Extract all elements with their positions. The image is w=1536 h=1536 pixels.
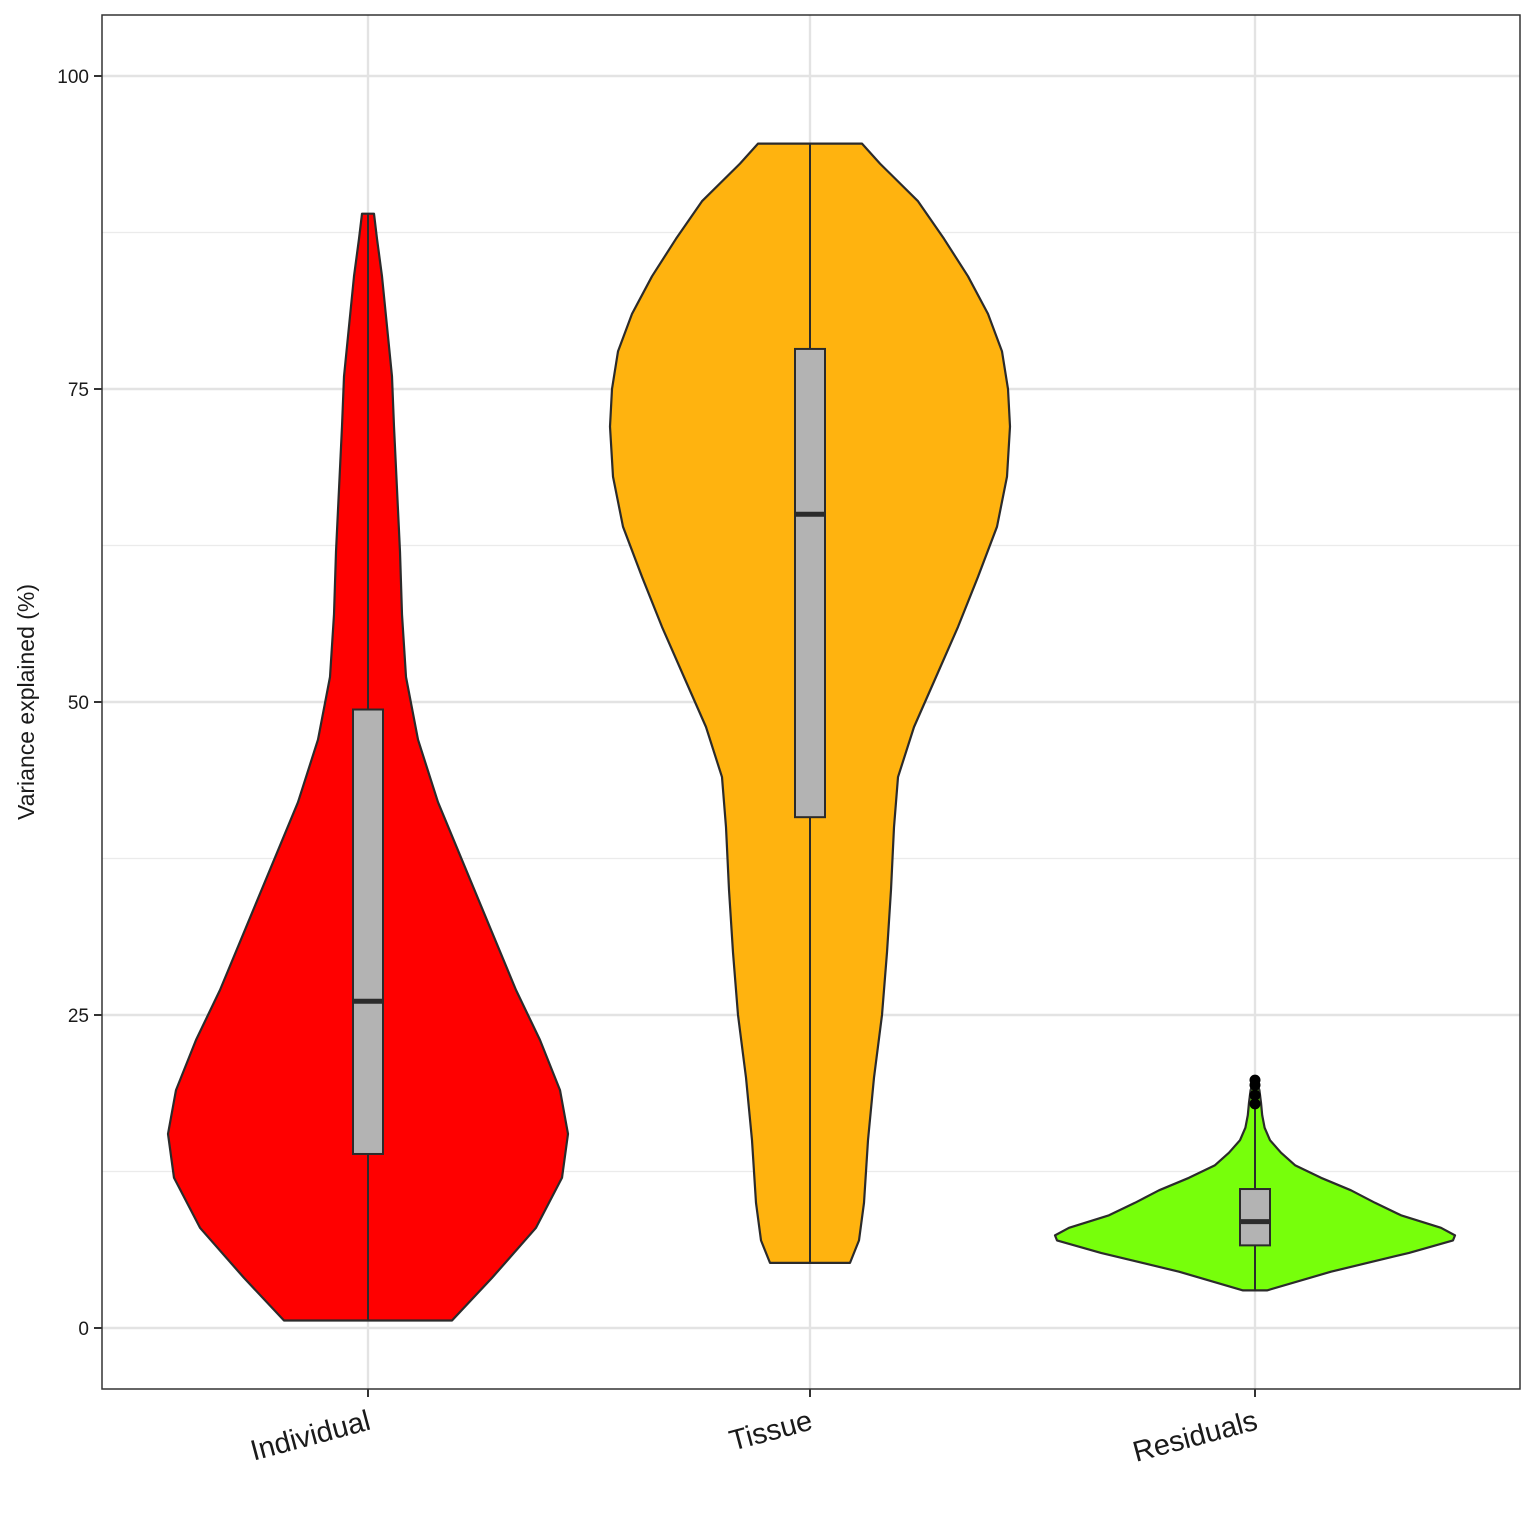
- outlier-point: [1249, 1098, 1261, 1110]
- box-residuals: [1239, 1188, 1271, 1247]
- y-tick-label: 0: [78, 1319, 89, 1340]
- x-tick-label: Tissue: [726, 1405, 816, 1458]
- y-tick-label: 25: [68, 1006, 89, 1027]
- violins: [166, 142, 1457, 1322]
- y-tick-label: 100: [57, 67, 89, 88]
- y-axis-title: Variance explained (%): [13, 584, 39, 820]
- outlier-point: [1249, 1089, 1261, 1101]
- x-tick-label: Residuals: [1130, 1405, 1261, 1469]
- y-tick-label: 50: [68, 693, 89, 714]
- box-tissue: [794, 347, 826, 819]
- y-tick-label: 75: [68, 380, 89, 401]
- box-individual: [352, 708, 384, 1155]
- x-tick-label: Individual: [247, 1405, 374, 1468]
- outlier-point: [1249, 1074, 1261, 1086]
